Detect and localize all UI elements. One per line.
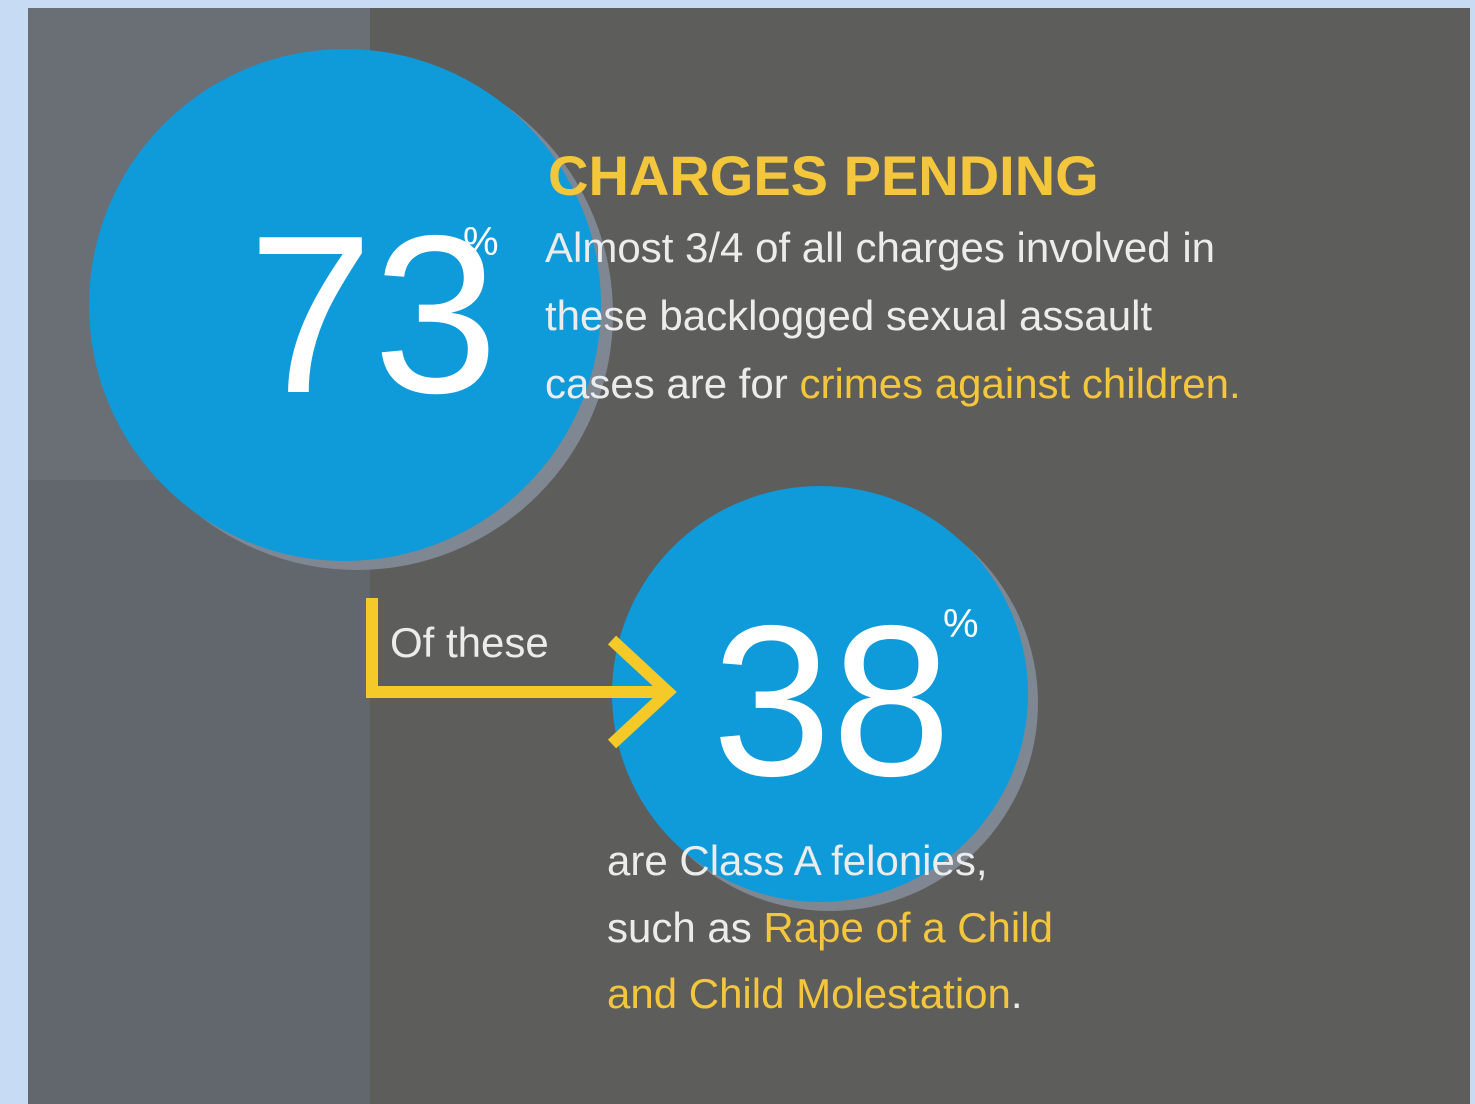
body-line: such as Rape of a Child [607, 904, 1053, 951]
body-line: these backlogged sexual assault [545, 292, 1152, 339]
stat-unit: % [943, 602, 979, 646]
body-line: and Child Molestation. [607, 970, 1023, 1017]
connector: Of these [390, 619, 549, 666]
stat-unit: % [463, 220, 499, 264]
body-line: cases are for crimes against children. [545, 360, 1241, 407]
body-line: Almost 3/4 of all charges involved in [545, 224, 1215, 271]
page: 73 % CHARGES PENDING Almost 3/4 of all c… [0, 0, 1475, 1104]
infographic: 73 % CHARGES PENDING Almost 3/4 of all c… [0, 0, 1475, 1104]
heading: CHARGES PENDING [548, 144, 1099, 207]
stat-number: 73 [248, 188, 498, 440]
stat-number: 38 [712, 580, 951, 821]
highlight: Rape of a Child [763, 904, 1053, 951]
highlight: and Child Molestation [607, 970, 1011, 1017]
highlight: crimes against children. [799, 360, 1240, 407]
body-text: cases are for [545, 360, 799, 407]
body-text: such as [607, 904, 763, 951]
body-text: . [1011, 970, 1023, 1017]
sea [28, 480, 370, 1104]
body-line: are Class A felonies, [607, 837, 988, 884]
